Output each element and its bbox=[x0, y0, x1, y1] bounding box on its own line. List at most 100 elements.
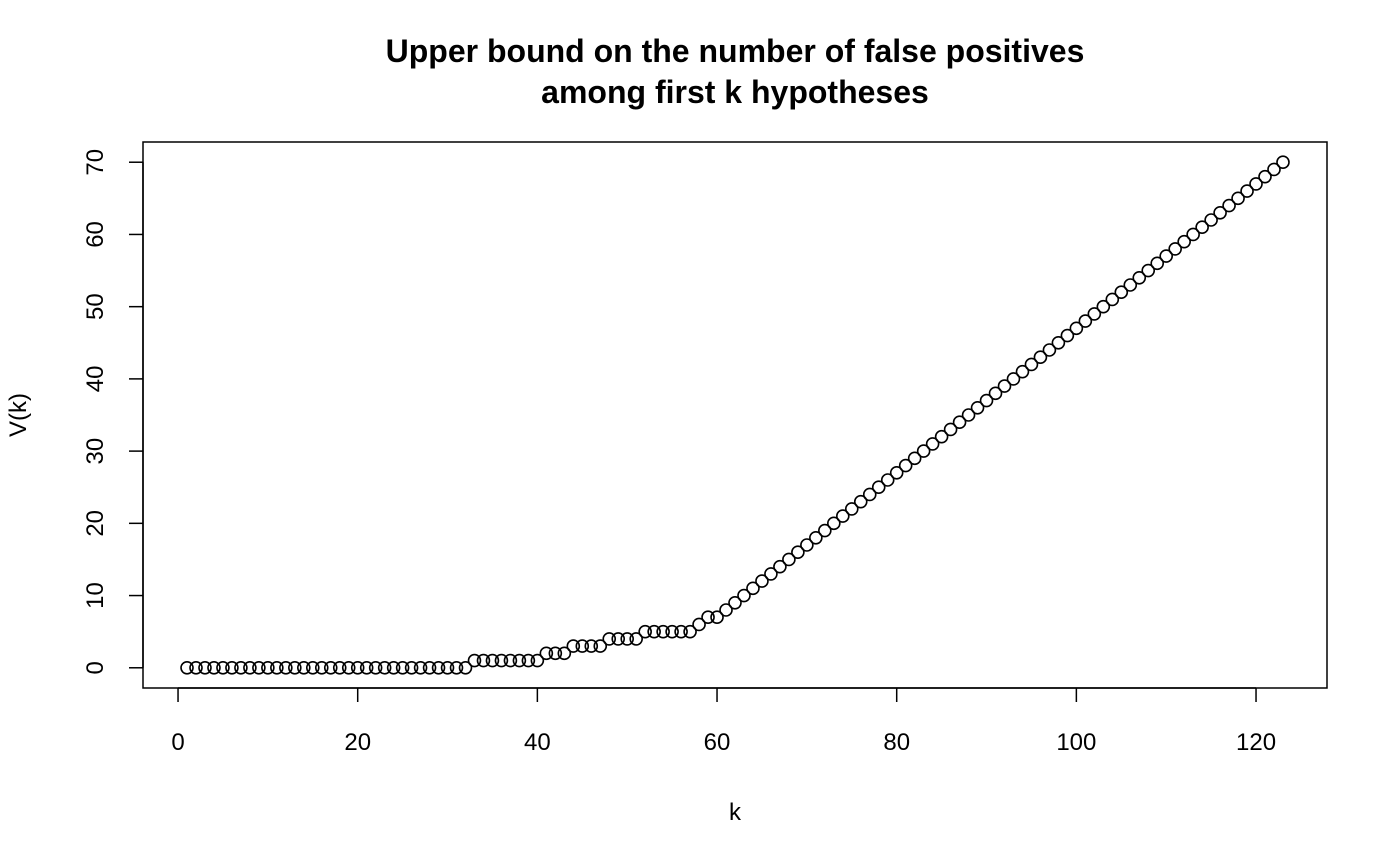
x-tick-label: 60 bbox=[704, 729, 731, 756]
data-point bbox=[207, 660, 221, 675]
data-point bbox=[862, 487, 877, 502]
data-point bbox=[1024, 357, 1039, 372]
data-point bbox=[548, 646, 563, 661]
data-point bbox=[297, 660, 311, 675]
x-tick-label: 120 bbox=[1236, 729, 1276, 756]
data-point bbox=[467, 653, 482, 668]
data-point bbox=[566, 639, 581, 653]
data-point bbox=[359, 660, 374, 675]
chart-title-line-1: Upper bound on the number of false posit… bbox=[386, 33, 1085, 69]
data-point bbox=[521, 653, 536, 668]
data-point bbox=[602, 632, 617, 646]
data-point bbox=[853, 494, 868, 509]
x-tick-label: 20 bbox=[344, 729, 371, 756]
data-point bbox=[988, 386, 1003, 401]
data-point bbox=[835, 509, 850, 523]
data-point bbox=[1051, 335, 1066, 350]
data-point bbox=[961, 408, 976, 422]
data-point bbox=[279, 660, 293, 675]
data-point bbox=[1015, 364, 1030, 379]
data-point bbox=[746, 581, 760, 596]
data-point bbox=[440, 660, 455, 675]
data-point bbox=[386, 660, 401, 675]
data-point bbox=[368, 660, 383, 675]
data-point bbox=[512, 653, 527, 668]
data-point bbox=[503, 653, 518, 668]
data-point bbox=[925, 437, 940, 451]
data-point bbox=[288, 660, 302, 675]
data-point bbox=[1141, 263, 1156, 278]
data-point bbox=[1249, 177, 1263, 191]
data-point bbox=[1114, 285, 1129, 300]
data-point bbox=[1213, 205, 1227, 220]
data-point bbox=[1042, 343, 1057, 357]
data-point bbox=[198, 660, 212, 675]
data-point bbox=[305, 660, 320, 675]
data-point bbox=[1150, 256, 1165, 271]
data-point bbox=[261, 660, 275, 675]
data-point bbox=[665, 624, 679, 639]
data-point bbox=[782, 552, 796, 567]
data-point bbox=[737, 588, 751, 603]
y-tick-label: 10 bbox=[82, 582, 109, 609]
data-point bbox=[332, 660, 347, 675]
data-point bbox=[755, 574, 769, 588]
data-point bbox=[683, 624, 697, 639]
data-point bbox=[1123, 278, 1138, 292]
data-point bbox=[952, 415, 967, 430]
y-axis-title: V(k) bbox=[5, 393, 32, 437]
plot-frame bbox=[142, 141, 1328, 689]
data-point bbox=[1222, 198, 1236, 213]
data-point bbox=[1177, 234, 1191, 249]
data-point bbox=[575, 639, 590, 653]
data-point bbox=[225, 660, 239, 675]
y-tick-label: 50 bbox=[82, 293, 109, 320]
data-point bbox=[530, 653, 545, 668]
data-point bbox=[350, 660, 365, 675]
data-point bbox=[395, 660, 410, 675]
data-point bbox=[1159, 249, 1173, 263]
data-point bbox=[404, 660, 419, 675]
data-point bbox=[1078, 314, 1093, 328]
data-point bbox=[494, 653, 509, 668]
data-point bbox=[1168, 242, 1182, 256]
data-point bbox=[584, 639, 599, 653]
y-axis: 0 10 20 30 40 50 60 70 bbox=[82, 149, 144, 674]
x-axis: 0 20 40 60 80 100 120 bbox=[171, 687, 1276, 756]
data-point bbox=[880, 473, 895, 487]
y-tick-label: 20 bbox=[82, 510, 109, 537]
data-point bbox=[1231, 191, 1245, 206]
data-point bbox=[889, 465, 904, 480]
data-point bbox=[791, 545, 805, 560]
data-point bbox=[458, 660, 473, 675]
data-point bbox=[323, 660, 338, 675]
data-point bbox=[943, 422, 958, 437]
data-point bbox=[1132, 270, 1147, 285]
data-point bbox=[818, 523, 832, 538]
data-point bbox=[485, 653, 500, 668]
y-tick-label: 40 bbox=[82, 366, 109, 393]
data-point bbox=[907, 451, 922, 466]
data-point bbox=[377, 660, 392, 675]
data-point bbox=[719, 603, 733, 617]
data-point bbox=[674, 624, 688, 639]
data-point bbox=[1069, 321, 1084, 336]
data-point bbox=[431, 660, 446, 675]
data-point bbox=[871, 480, 886, 495]
data-point bbox=[620, 632, 635, 646]
data-point bbox=[180, 660, 194, 675]
data-point bbox=[629, 632, 643, 646]
data-point bbox=[764, 567, 778, 581]
data-point bbox=[916, 444, 931, 458]
data-point bbox=[1186, 227, 1200, 242]
data-point bbox=[270, 660, 284, 675]
data-point bbox=[647, 624, 661, 639]
data-points bbox=[180, 155, 1290, 675]
data-point bbox=[970, 400, 985, 415]
data-point bbox=[1087, 307, 1102, 321]
data-point bbox=[934, 429, 949, 444]
data-point bbox=[1006, 372, 1021, 386]
y-tick-label: 70 bbox=[82, 149, 109, 176]
data-point bbox=[1204, 213, 1218, 227]
